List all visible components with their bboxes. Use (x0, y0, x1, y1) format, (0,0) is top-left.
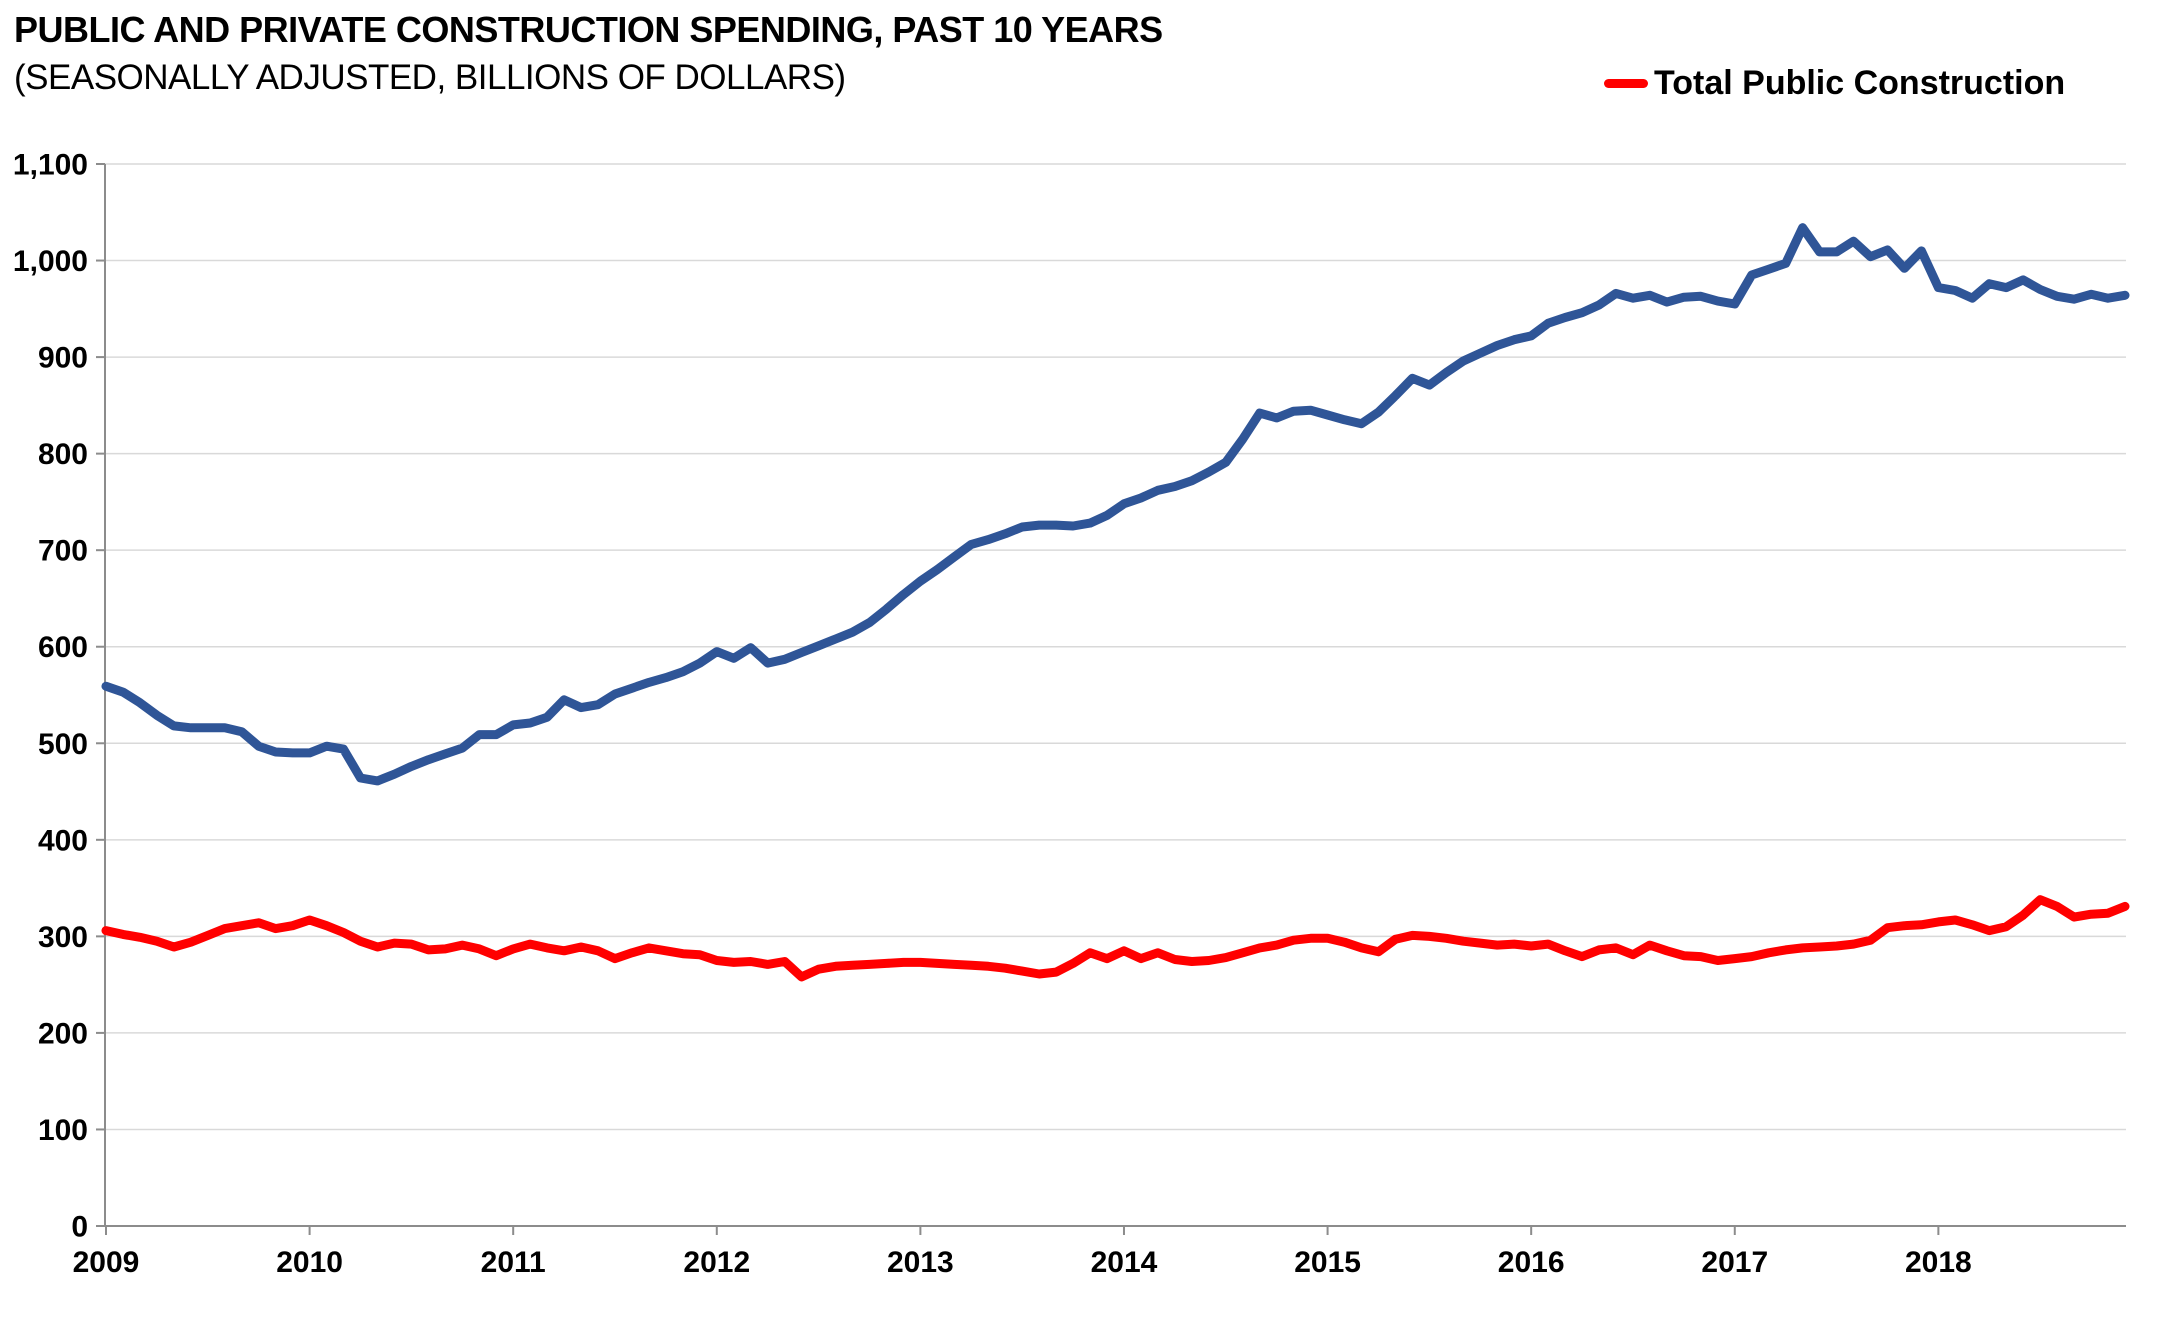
x-tick-label: 2017 (1701, 1246, 1768, 1279)
series-line-total-public-construction (101, 895, 2130, 982)
y-tick-label: 300 (38, 921, 88, 954)
x-tick-label: 2018 (1905, 1246, 1972, 1279)
y-tick-label: 1,100 (13, 149, 88, 182)
y-tick-label: 1,000 (13, 245, 88, 278)
y-tick-label: 500 (38, 728, 88, 761)
y-tick-label: 200 (38, 1017, 88, 1050)
x-tick-label: 2016 (1498, 1246, 1565, 1279)
legend: Total Public Construction (1604, 64, 2065, 103)
x-tick-label: 2011 (481, 1246, 546, 1279)
y-tick-label: 700 (38, 535, 88, 568)
chart-header: PUBLIC AND PRIVATE CONSTRUCTION SPENDING… (14, 6, 1163, 100)
chart-title: PUBLIC AND PRIVATE CONSTRUCTION SPENDING… (14, 9, 1163, 50)
y-tick-label: 800 (38, 438, 88, 471)
legend-label: Total Public Construction (1654, 64, 2066, 102)
y-tick-label: 600 (38, 631, 88, 664)
y-tick-label: 0 (71, 1211, 88, 1244)
x-tick-label: 2015 (1294, 1246, 1361, 1279)
legend-dash-icon (1604, 79, 1648, 88)
x-tick-label: 2013 (887, 1246, 954, 1279)
y-tick-label: 900 (38, 342, 88, 375)
chart-subtitle: (SEASONALLY ADJUSTED, BILLIONS OF DOLLAR… (14, 57, 846, 97)
x-tick-label: 2012 (683, 1246, 750, 1279)
y-tick-label: 400 (38, 824, 88, 857)
x-tick-label: 2010 (276, 1246, 343, 1279)
y-tick-label: 100 (38, 1114, 88, 1147)
x-tick-label: 2009 (73, 1246, 140, 1279)
series-line-blue (101, 223, 2130, 786)
x-tick-label: 2014 (1091, 1246, 1158, 1279)
